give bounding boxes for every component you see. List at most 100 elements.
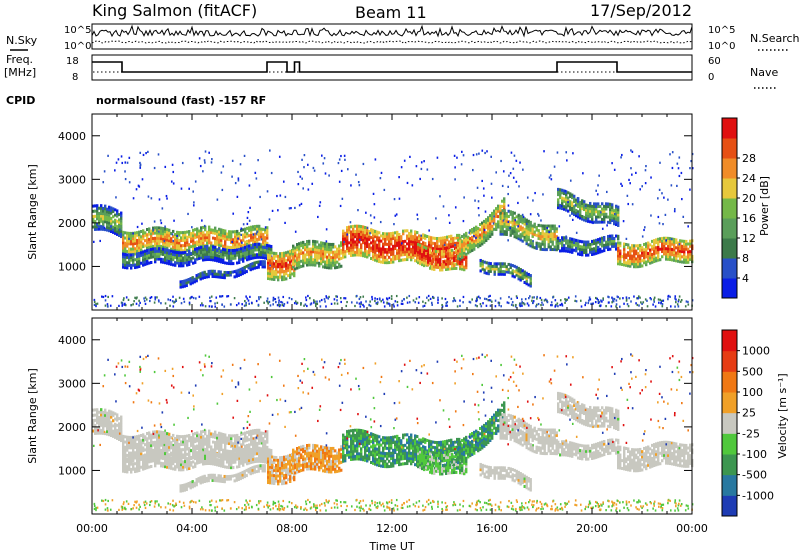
power-cell [515,265,518,269]
power-cell [226,248,229,252]
power-cell [581,201,584,205]
power-cell [170,257,173,261]
power-cell [287,266,290,270]
power-cell [160,247,163,251]
colorbar-tick-label: 16 [742,212,756,225]
power-cell [170,231,173,235]
velocity-cell [194,437,197,441]
power-cell [575,201,578,205]
power-cell [394,239,397,243]
power-cell [603,238,606,242]
velocity-cell [192,438,195,442]
power-cell [452,244,455,248]
power-cell [314,245,317,249]
power-cell [376,246,379,250]
power-noise-cell [691,167,694,170]
power-cell [180,259,183,263]
power-noise-cell [246,297,249,300]
power-cell [406,250,409,254]
power-cell [152,237,155,241]
power-cell [603,243,606,247]
velocity-cell [166,439,169,443]
power-cell [166,238,169,242]
power-noise-cell [163,239,166,243]
velocity-cell [156,445,159,450]
power-noise-cell [240,227,243,230]
power-cell [519,225,522,229]
power-cell [208,228,211,232]
power-cell [338,247,341,251]
power-noise-cell [297,182,300,186]
power-cell [289,275,292,279]
power-cell [619,257,622,261]
power-cell [166,259,169,263]
power-cell [495,262,498,266]
power-cell [533,233,536,237]
power-cell [132,234,135,238]
power-noise-cell [93,298,96,302]
power-noise-cell [128,181,131,184]
power-cell [368,232,371,236]
power-cell [277,254,280,258]
power-cell [452,239,455,243]
velocity-cell [96,429,99,433]
power-cell [587,240,590,244]
power-cell [273,277,276,281]
power-cell [417,255,420,259]
power-cell [511,221,514,225]
power-cell [189,279,192,283]
power-cell [511,271,514,275]
power-noise-cell [676,184,678,188]
power-cell [505,230,508,234]
power-cell [543,240,546,244]
power-cell [364,231,367,235]
power-cell [571,193,574,197]
power-noise-cell [499,297,502,300]
power-cell [251,264,254,268]
power-noise-cell [612,300,615,303]
power-cell [186,260,189,264]
power-noise-cell [598,304,601,307]
velocity-cell [98,421,101,425]
power-noise-cell [497,301,500,304]
velocity-cell [154,448,157,452]
power-noise-cell [182,297,185,300]
power-noise-cell [676,162,679,165]
power-cell [336,250,339,254]
power-noise-cell [277,209,279,212]
power-noise-cell [307,188,310,191]
power-noise-cell [118,228,121,231]
velocity-cell [202,435,205,439]
velocity-cell [212,432,215,436]
power-cell [431,251,434,255]
power-noise-cell [172,295,174,298]
power-cell [374,256,377,260]
velocity-cell [130,454,133,458]
power-cell [134,247,137,251]
power-noise-cell [576,212,579,216]
power-cell [202,236,205,240]
power-cell [489,221,492,225]
power-cell [344,242,347,246]
power-cell [449,249,452,253]
power-noise-cell [154,296,157,299]
power-cell [236,251,239,255]
velocity-cell [206,445,209,449]
power-cell [443,252,446,256]
power-cell [152,226,155,230]
power-cell [138,262,141,266]
power-noise-cell [194,180,197,183]
power-cell [264,251,267,255]
power-cell [565,241,568,245]
power-noise-cell [629,182,631,185]
power-cell [663,236,666,240]
power-cell [205,272,208,276]
power-cell [122,246,125,250]
power-noise-cell [620,182,622,185]
power-cell [172,252,175,256]
power-cell [483,260,486,264]
velocity-cell [98,415,101,419]
power-cell [292,247,295,251]
power-cell [236,229,239,233]
power-cell [94,222,97,226]
